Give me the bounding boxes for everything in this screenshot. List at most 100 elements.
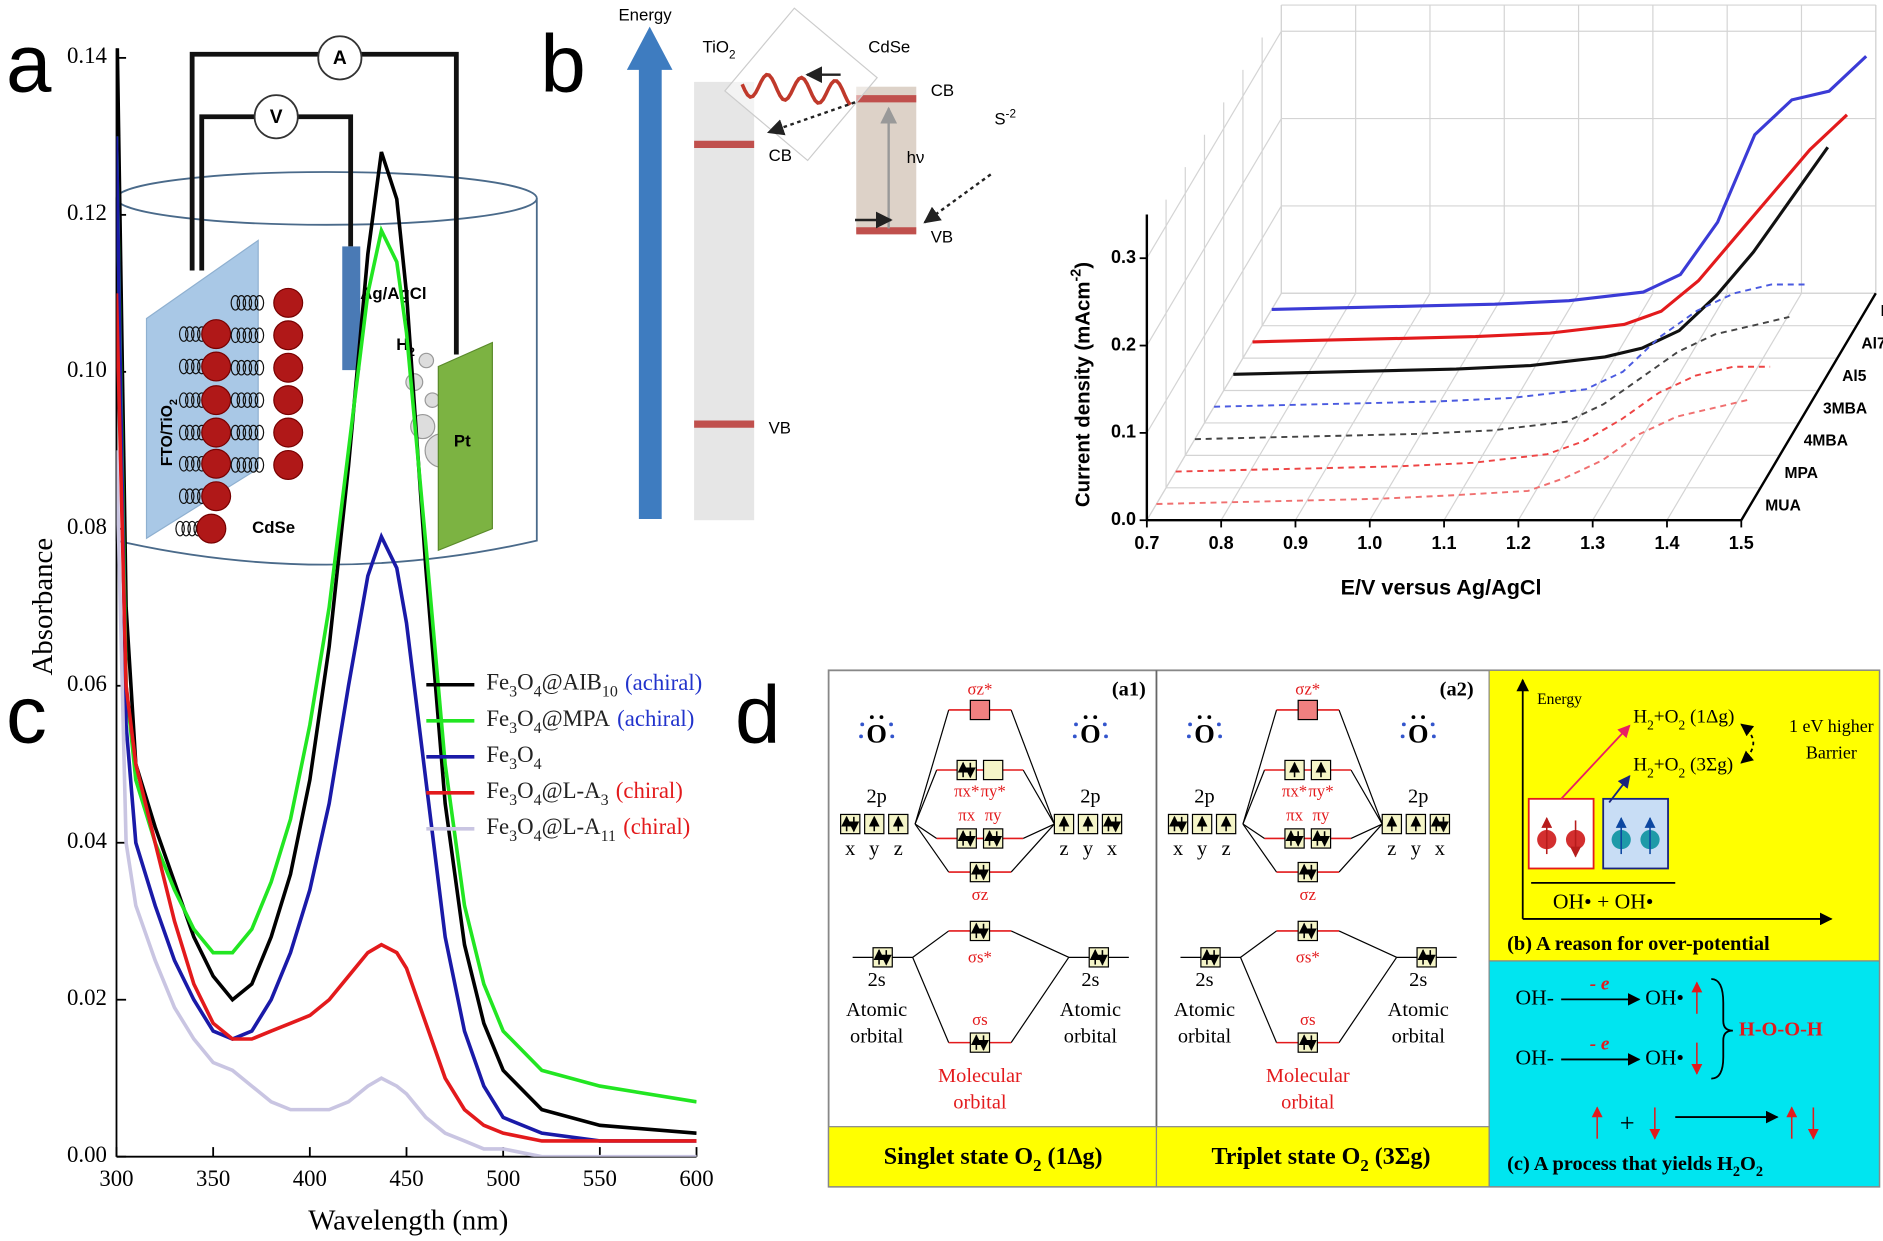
species: OH• [1645, 1045, 1684, 1069]
legend-label: 4MBA [1804, 433, 1848, 450]
panel-tag: (a2) [1440, 678, 1474, 700]
orbital-type: Molecular [938, 1065, 1022, 1087]
series-line [1175, 365, 1771, 473]
mo-label: σz [972, 885, 989, 904]
grid-line [1220, 292, 1357, 521]
quantum-dot [273, 385, 304, 416]
linker [242, 327, 253, 344]
legend-label: 3MBA [1823, 400, 1867, 417]
x-tick-label: 1.0 [1357, 533, 1382, 553]
level-label: 2p [1408, 785, 1428, 807]
counter-electrode [437, 341, 493, 552]
orbital-type: Atomic [1060, 999, 1121, 1021]
orbital-box [1088, 947, 1110, 968]
atom-label: O [1194, 718, 1215, 748]
electron-dot [1431, 734, 1436, 739]
correlation-line [1242, 823, 1265, 839]
barrier-arrow [1740, 723, 1755, 764]
panel-tag: (a1) [1112, 678, 1146, 700]
cdse-label: CdSe [868, 38, 910, 57]
reference-electrode [342, 246, 361, 371]
linker [236, 457, 247, 473]
linker [190, 358, 201, 375]
atom-label: O [1408, 718, 1429, 748]
mo-label: πx [1286, 806, 1303, 825]
electron-dot [1400, 734, 1405, 739]
orbital-box [1416, 947, 1437, 968]
orbital-box [1297, 699, 1318, 721]
linker [242, 457, 253, 473]
x-tick-label: 1.5 [1729, 533, 1754, 553]
electron-dot [1216, 722, 1221, 727]
axis-label: z [894, 838, 903, 860]
linker [236, 359, 247, 376]
series-line [1233, 146, 1830, 376]
orbital-box [1101, 813, 1123, 835]
species: OH- [1516, 985, 1554, 1009]
linker [230, 359, 241, 376]
quantum-dot [201, 319, 232, 350]
mo-label: σs [1300, 1010, 1316, 1029]
bubble [418, 352, 435, 369]
step-label: - e [1590, 973, 1610, 994]
legend-label: Fe3O4@AIB10 [486, 670, 618, 701]
series-line [1271, 55, 1868, 312]
correlation-line [1350, 823, 1383, 840]
legend-label: DNA [1881, 303, 1883, 320]
linker [248, 457, 259, 473]
electron-dot [1421, 715, 1425, 720]
correlation-line [1010, 823, 1055, 873]
mo-label: σs* [968, 947, 992, 966]
quantum-dot [201, 351, 232, 382]
y-tick-label: 0.1 [1111, 422, 1136, 442]
correlation-line [914, 769, 938, 825]
level-label: 2p [1194, 785, 1214, 807]
series-line [1252, 113, 1849, 344]
level-label: 2p [1080, 785, 1100, 807]
linker [184, 455, 195, 472]
mo-label: σz* [967, 680, 992, 699]
tio2-label: TiO2 [703, 38, 736, 61]
orbital-type: orbital [850, 1025, 904, 1047]
linker [178, 488, 189, 505]
atom-label: O [866, 718, 887, 748]
y-tick-label: 0.02 [67, 985, 107, 1010]
caption-box [828, 1126, 1158, 1188]
vb-label: VB [931, 227, 953, 246]
legend-tag: (achiral) [625, 670, 702, 695]
series-line [116, 293, 697, 1143]
x-tick-label: 1.4 [1654, 533, 1679, 553]
legend-tag: (chiral) [616, 778, 683, 803]
correlation-line [1242, 709, 1278, 825]
grid-line [1146, 30, 1282, 259]
step-label: - e [1590, 1033, 1610, 1054]
state-label: H2+O2 (3Σg) [1633, 755, 1733, 780]
orbital-box [956, 828, 977, 849]
photon-label: hν [907, 148, 925, 167]
level-label: 2s [1195, 969, 1213, 991]
x-tick-label: 300 [99, 1166, 133, 1191]
orbital-box [982, 759, 1004, 781]
cb-label: CB [931, 81, 954, 100]
axis-label: z [1222, 838, 1231, 860]
orbital-type: Atomic [1174, 999, 1235, 1021]
x-tick-label: 500 [486, 1166, 520, 1191]
ammeter-label: A [333, 48, 347, 69]
electron-dot [879, 715, 884, 720]
linker [230, 424, 241, 441]
orbital-box [969, 920, 991, 942]
wire-inner [199, 114, 354, 271]
orbital-box [840, 813, 861, 835]
electron-dot [1401, 722, 1406, 727]
mo-label: πy* [980, 782, 1005, 801]
orbital-box [1297, 861, 1318, 883]
legend-label: Al7 [1861, 335, 1883, 352]
linker [242, 359, 253, 376]
linker [242, 295, 253, 311]
correlation-line [1010, 930, 1070, 958]
linker [248, 327, 259, 344]
linker [236, 392, 247, 408]
electron-dot [1218, 734, 1223, 739]
voltmeter-label: V [270, 107, 283, 128]
